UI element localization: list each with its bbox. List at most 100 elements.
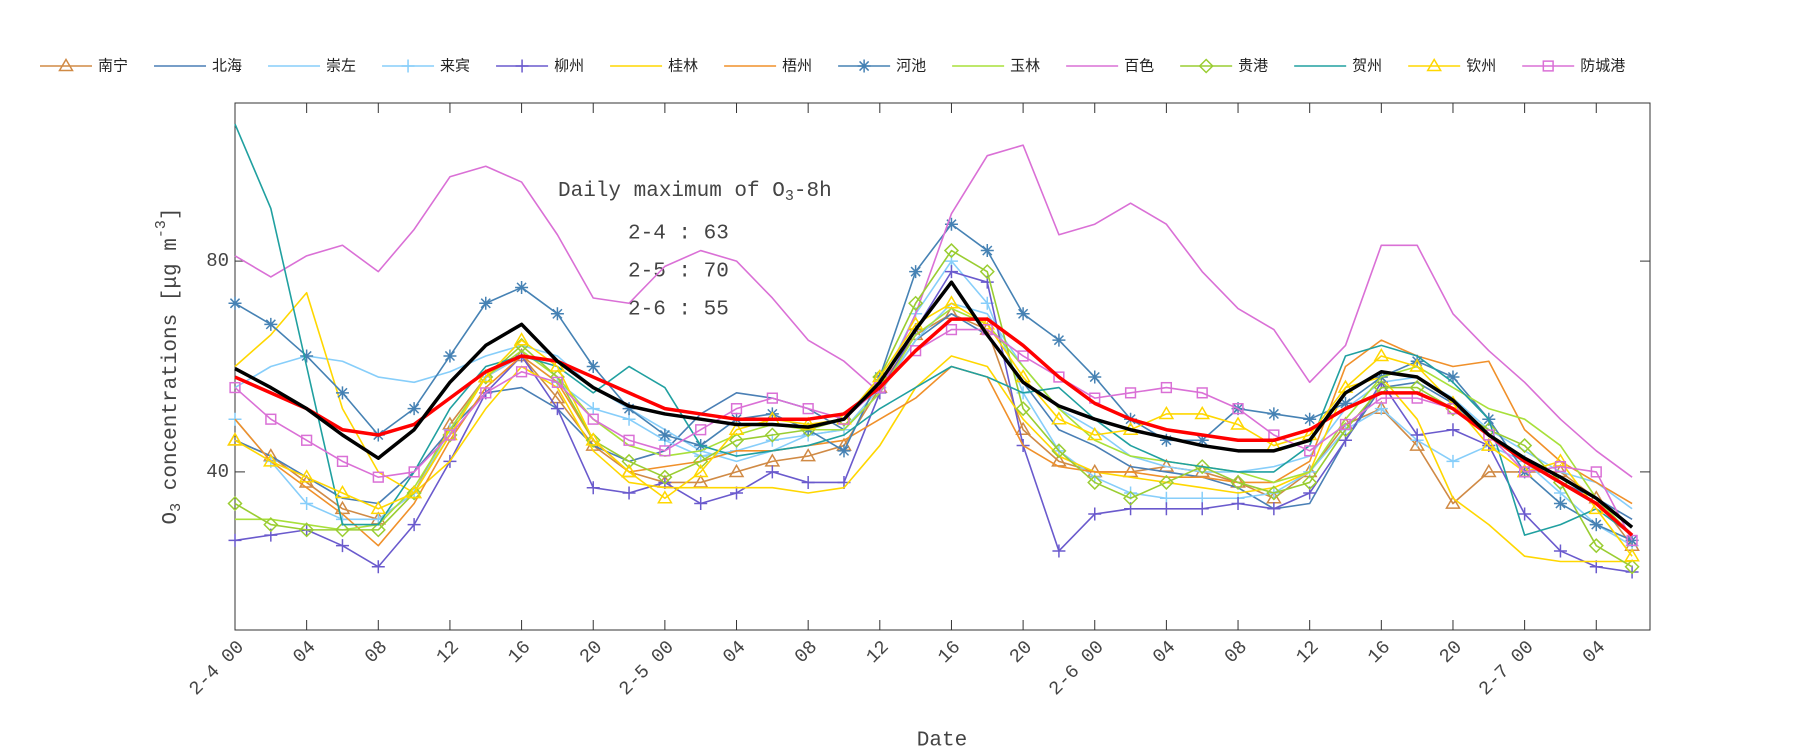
legend-marker <box>1198 58 1214 74</box>
marker <box>586 360 600 373</box>
marker <box>1158 474 1174 491</box>
marker <box>1589 560 1603 574</box>
marker <box>515 280 529 294</box>
marker <box>406 485 422 499</box>
series-line <box>234 123 1633 536</box>
marker <box>228 533 242 547</box>
marker <box>1303 412 1317 426</box>
x-tick-label: 16 <box>934 636 966 668</box>
annotation-line: 2-4 : 63 <box>628 223 729 246</box>
legend-label: 南宁 <box>98 57 128 75</box>
marker <box>943 295 960 309</box>
marker <box>1053 371 1065 383</box>
x-tick-label: 2-4 00 <box>185 636 249 700</box>
series <box>235 307 1633 536</box>
marker <box>764 427 780 443</box>
x-tick-label: 16 <box>1363 636 1395 668</box>
marker <box>1624 559 1640 575</box>
marker <box>1446 370 1460 384</box>
series <box>227 295 1640 562</box>
x-tick-label: 16 <box>504 636 536 668</box>
marker <box>1553 497 1567 511</box>
marker <box>1267 502 1281 516</box>
series-line <box>234 223 1633 542</box>
marker <box>1480 463 1497 478</box>
marker <box>1159 433 1173 447</box>
marker <box>513 332 530 346</box>
marker <box>621 463 637 478</box>
x-axis-label: Date <box>917 730 967 750</box>
marker <box>370 500 387 515</box>
marker <box>550 307 564 321</box>
marker <box>585 432 602 446</box>
marker <box>1232 403 1244 415</box>
legend-marker <box>401 59 415 73</box>
marker <box>1625 565 1639 579</box>
marker <box>802 403 814 415</box>
marker <box>1196 387 1208 399</box>
marker <box>908 295 924 311</box>
marker <box>944 217 958 231</box>
series <box>234 317 1634 537</box>
series-line <box>234 328 1633 541</box>
marker <box>263 453 279 467</box>
marker <box>298 469 315 483</box>
legend-label: 钦州 <box>1466 57 1496 75</box>
annotation-sub: 3 <box>785 188 794 205</box>
x-tick-label: 2-7 00 <box>1474 636 1538 700</box>
marker <box>621 453 637 469</box>
legend-label: 北海 <box>212 57 242 75</box>
marker <box>1124 387 1137 399</box>
marker <box>1339 418 1352 431</box>
marker <box>1553 544 1567 558</box>
series <box>227 305 1640 551</box>
x-tick-label: 08 <box>1220 636 1252 668</box>
marker <box>657 469 673 485</box>
marker <box>371 560 385 574</box>
marker <box>622 402 636 416</box>
marker <box>1625 533 1639 547</box>
marker <box>980 244 994 258</box>
marker <box>657 490 673 504</box>
marker <box>945 323 958 336</box>
marker <box>979 264 995 280</box>
series-line <box>234 144 1633 478</box>
x-tick-label: 20 <box>575 636 607 668</box>
marker <box>910 345 922 357</box>
marker <box>301 434 313 446</box>
annotation-title: Daily maximum of O3-8h <box>558 180 832 205</box>
marker <box>1410 428 1424 442</box>
marker <box>263 517 279 533</box>
series <box>234 313 1633 521</box>
marker <box>1230 416 1246 430</box>
marker <box>692 463 709 478</box>
series <box>227 242 1640 575</box>
annotation-part: -8h <box>794 180 832 203</box>
marker <box>730 403 743 415</box>
marker <box>480 387 492 399</box>
annotation-lines: 2-4 : 63 2-5 : 70 2-6 : 55 <box>628 223 729 322</box>
marker <box>228 296 242 310</box>
marker <box>300 497 314 511</box>
marker <box>264 317 278 331</box>
series-line <box>234 302 1633 557</box>
marker <box>1446 423 1460 437</box>
series-line <box>235 307 1633 536</box>
marker <box>335 386 349 400</box>
legend-label: 柳州 <box>554 57 584 75</box>
legend-label: 河池 <box>896 57 926 75</box>
marker <box>1626 534 1638 547</box>
marker <box>334 522 351 538</box>
x-tick-label: 2-5 00 <box>615 636 679 700</box>
legend-label: 崇左 <box>326 57 356 75</box>
marker <box>765 433 779 447</box>
marker <box>227 432 243 446</box>
x-tick-label: 08 <box>790 636 822 668</box>
marker <box>1051 411 1067 425</box>
marker <box>1158 405 1175 420</box>
marker <box>944 265 958 279</box>
marker <box>765 465 779 479</box>
x-tick-label: 04 <box>1578 636 1610 668</box>
marker <box>551 376 564 388</box>
